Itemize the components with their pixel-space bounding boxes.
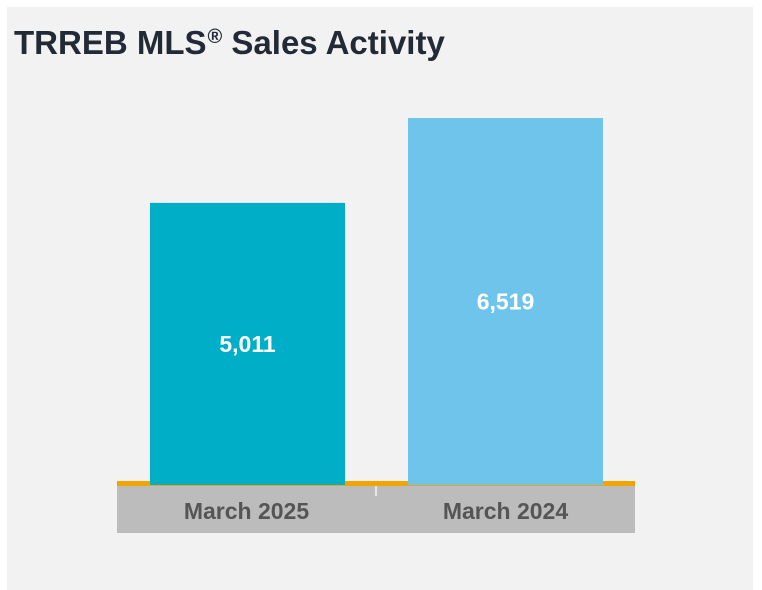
category-label-0: March 2025 <box>184 498 310 524</box>
bar-0 <box>150 202 345 485</box>
title-main: TRREB MLS <box>14 24 207 61</box>
value-label-1: 6,519 <box>477 289 535 315</box>
value-label-0: 5,011 <box>219 331 275 357</box>
bar-1 <box>408 118 603 485</box>
chart-title: TRREB MLS® Sales Activity <box>14 24 445 62</box>
registered-mark: ® <box>207 26 223 48</box>
category-label-1: March 2024 <box>443 498 569 524</box>
title-rest: Sales Activity <box>222 24 445 61</box>
